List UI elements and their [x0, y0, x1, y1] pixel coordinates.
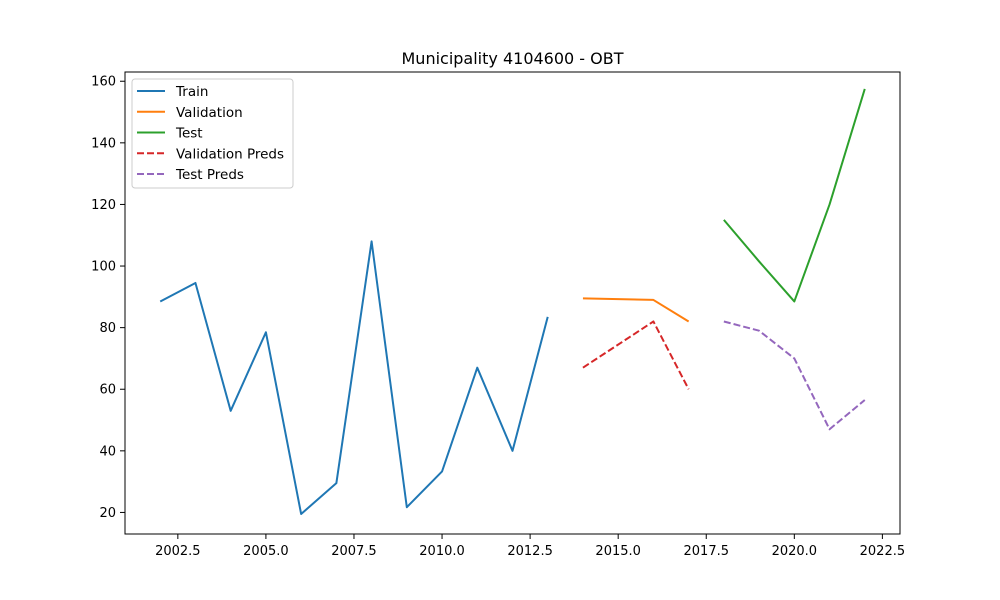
- y-tick-label: 80: [99, 321, 116, 336]
- series-layer: [159, 88, 866, 515]
- x-tick-label: 2015.0: [595, 544, 641, 559]
- legend-label-test-preds: Test Preds: [175, 167, 244, 183]
- x-tick-label: 2007.5: [331, 544, 377, 559]
- x-axis: 2002.5 2005.0 2007.5 2010.0 2012.5 2015.0 2017…: [155, 534, 905, 559]
- series-line-test-preds: [723, 320, 866, 431]
- x-tick-label: 2022.5: [860, 544, 906, 559]
- legend-box: [131, 78, 294, 189]
- x-tick-label: 2010.0: [419, 544, 465, 559]
- legend-label-validation-preds: Validation Preds: [176, 146, 284, 162]
- x-tick-label: 2002.5: [155, 544, 201, 559]
- x-tick-label: 2005.0: [243, 544, 289, 559]
- y-axis: 20 40 60 80 100 120 140 160: [91, 75, 125, 521]
- series-line-validation: [582, 297, 690, 323]
- legend-label-test: Test: [175, 126, 203, 142]
- y-tick-label: 60: [99, 383, 116, 398]
- series-line-validation-preds: [582, 320, 690, 390]
- series-line-train: [159, 240, 549, 515]
- x-tick-label: 2020.0: [772, 544, 818, 559]
- plot-frame: [124, 71, 901, 535]
- legend-label-train: Train: [175, 84, 208, 100]
- x-tick-label: 2012.5: [507, 544, 553, 559]
- y-tick-label: 160: [91, 75, 116, 90]
- series-line-test: [723, 88, 866, 303]
- y-tick-label: 120: [91, 198, 116, 213]
- legend-label-validation: Validation: [176, 105, 243, 121]
- y-tick-label: 140: [91, 136, 116, 151]
- chart-title: Municipality 4104600 - OBT: [402, 49, 624, 68]
- legend: Train Validation Test Validation Preds Test …: [131, 78, 294, 189]
- y-tick-label: 20: [99, 506, 116, 521]
- x-tick-label: 2017.5: [684, 544, 730, 559]
- y-tick-label: 100: [91, 260, 116, 275]
- y-tick-label: 40: [99, 444, 116, 459]
